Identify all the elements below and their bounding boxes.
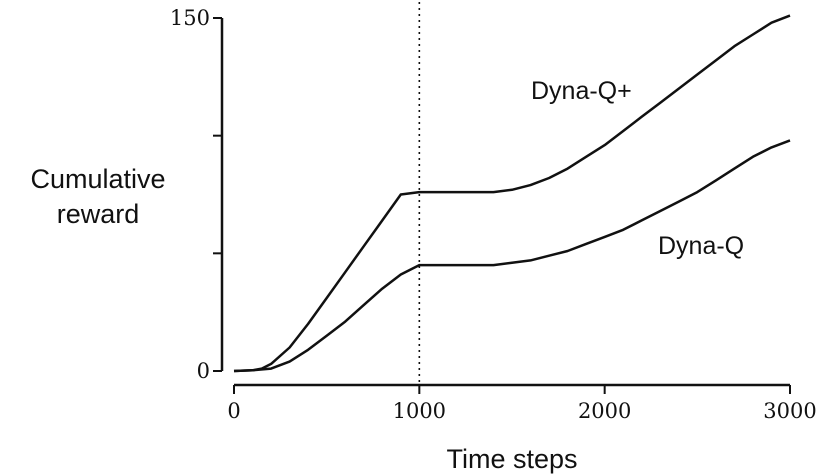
- x-tick-label: 1000: [393, 399, 446, 423]
- y-tick-label: 0: [197, 359, 210, 383]
- series-label-dyna-q: Dyna-Q: [658, 232, 744, 260]
- x-ticks: 0 1000 2000 3000: [227, 385, 817, 423]
- x-axis-label: Time steps: [446, 444, 577, 474]
- series-layer: [233, 14, 791, 373]
- series-label-dyna-q-plus: Dyna-Q+: [531, 77, 632, 105]
- x-tick-label: 0: [227, 399, 240, 423]
- y-axis-label-line-2: reward: [57, 199, 140, 229]
- y-ticks: 0 150: [170, 6, 222, 383]
- series-line-dyna-q: [233, 139, 791, 373]
- series-line-dyna-q-plus: [233, 14, 791, 373]
- y-tick-label: 150: [170, 6, 210, 30]
- x-tick-label: 2000: [578, 399, 631, 423]
- x-tick-label: 3000: [763, 399, 816, 423]
- y-axis-label-line-1: Cumulative: [30, 164, 165, 194]
